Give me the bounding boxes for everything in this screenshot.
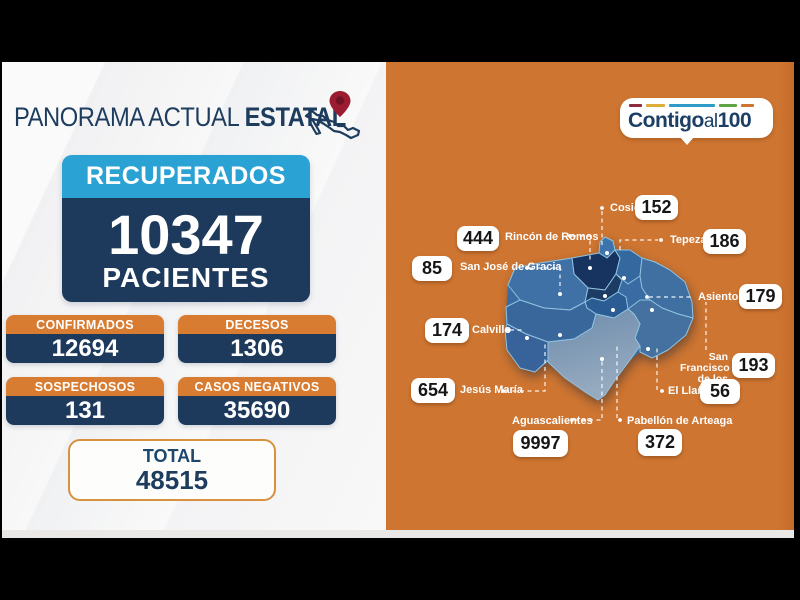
label-calvillo: Calvillo xyxy=(472,324,512,336)
total-value: 48515 xyxy=(135,465,209,495)
label-cosio: Cosio xyxy=(610,202,641,214)
stat-card-confirmados: CONFIRMADOS 12694 xyxy=(6,315,164,363)
recovered-unit: PACIENTES xyxy=(102,262,270,293)
label-asientos: Asientos xyxy=(698,291,745,303)
bottom-divider xyxy=(2,530,794,538)
leader-lines xyxy=(505,211,707,421)
content-area: PANORAMA ACTUAL ESTATAL RECUPERADOS 1034… xyxy=(2,62,794,530)
stat-card-casos-negativos: CASOS NEGATIVOS 35690 xyxy=(178,377,336,425)
region-tepezala xyxy=(614,249,643,285)
contigo-al-100-logo: Contigoal100 xyxy=(620,98,773,145)
mexico-map-pin-icon xyxy=(304,91,361,140)
value-pill-san-jose-de-gracia: 85 xyxy=(412,256,452,281)
page-title-regular: PANORAMA ACTUAL xyxy=(14,102,239,132)
stat-value: 131 xyxy=(6,396,164,425)
label-pabellon-de-arteaga: Pabellón de Arteaga xyxy=(627,415,733,427)
stat-value: 35690 xyxy=(178,396,336,425)
value-pill-el-llano: 56 xyxy=(700,379,740,404)
recovered-header: RECUPERADOS xyxy=(62,155,310,198)
stat-card-sospechosos: SOSPECHOSOS 131 xyxy=(6,377,164,425)
logo-text: Contigoal100 xyxy=(628,109,752,132)
stat-card-decesos: DECESOS 1306 xyxy=(178,315,336,363)
logo-dashes xyxy=(629,104,754,107)
map-panel: Contigoal100 Cosio 152 444 Rincón de Rom… xyxy=(386,62,794,530)
total-card: TOTAL 48515 xyxy=(68,439,276,501)
stat-label: CASOS NEGATIVOS xyxy=(178,377,336,396)
value-pill-aguascalientes: 9997 xyxy=(513,430,568,457)
stat-value: 12694 xyxy=(6,334,164,363)
value-pill-cosio: 152 xyxy=(635,195,678,220)
left-stats-panel: PANORAMA ACTUAL ESTATAL RECUPERADOS 1034… xyxy=(2,62,386,530)
total-label: TOTAL xyxy=(142,446,202,466)
page-title: PANORAMA ACTUAL ESTATAL xyxy=(14,102,346,133)
recovered-card: RECUPERADOS 10347 PACIENTES xyxy=(62,155,310,302)
stat-label: CONFIRMADOS xyxy=(6,315,164,334)
recovered-body: 10347 PACIENTES xyxy=(62,198,310,302)
state-shape xyxy=(504,236,694,401)
label-aguascalientes: Aguascalientes xyxy=(512,415,593,427)
map-dots xyxy=(501,206,664,422)
stat-value: 1306 xyxy=(178,334,336,363)
label-jesus-maria: Jesús María xyxy=(460,384,523,396)
stat-label: SOSPECHOSOS xyxy=(6,377,164,396)
value-pill-pabellon-de-arteaga: 372 xyxy=(638,429,682,456)
stat-label: DECESOS xyxy=(178,315,336,334)
recovered-value: 10347 xyxy=(108,203,264,266)
value-pill-rincon-de-romos: 444 xyxy=(457,226,499,251)
aguascalientes-map xyxy=(501,206,707,422)
value-pill-tepezala: 186 xyxy=(703,229,746,254)
label-rincon-de-romos: Rincón de Romos xyxy=(505,231,599,243)
label-san-jose-de-gracia: San José de Gracia xyxy=(460,261,562,273)
value-pill-asientos: 179 xyxy=(739,284,782,309)
value-pill-jesus-maria: 654 xyxy=(411,378,455,403)
value-pill-san-francisco-de-los-romo: 193 xyxy=(732,353,775,378)
value-pill-calvillo: 174 xyxy=(425,318,469,343)
